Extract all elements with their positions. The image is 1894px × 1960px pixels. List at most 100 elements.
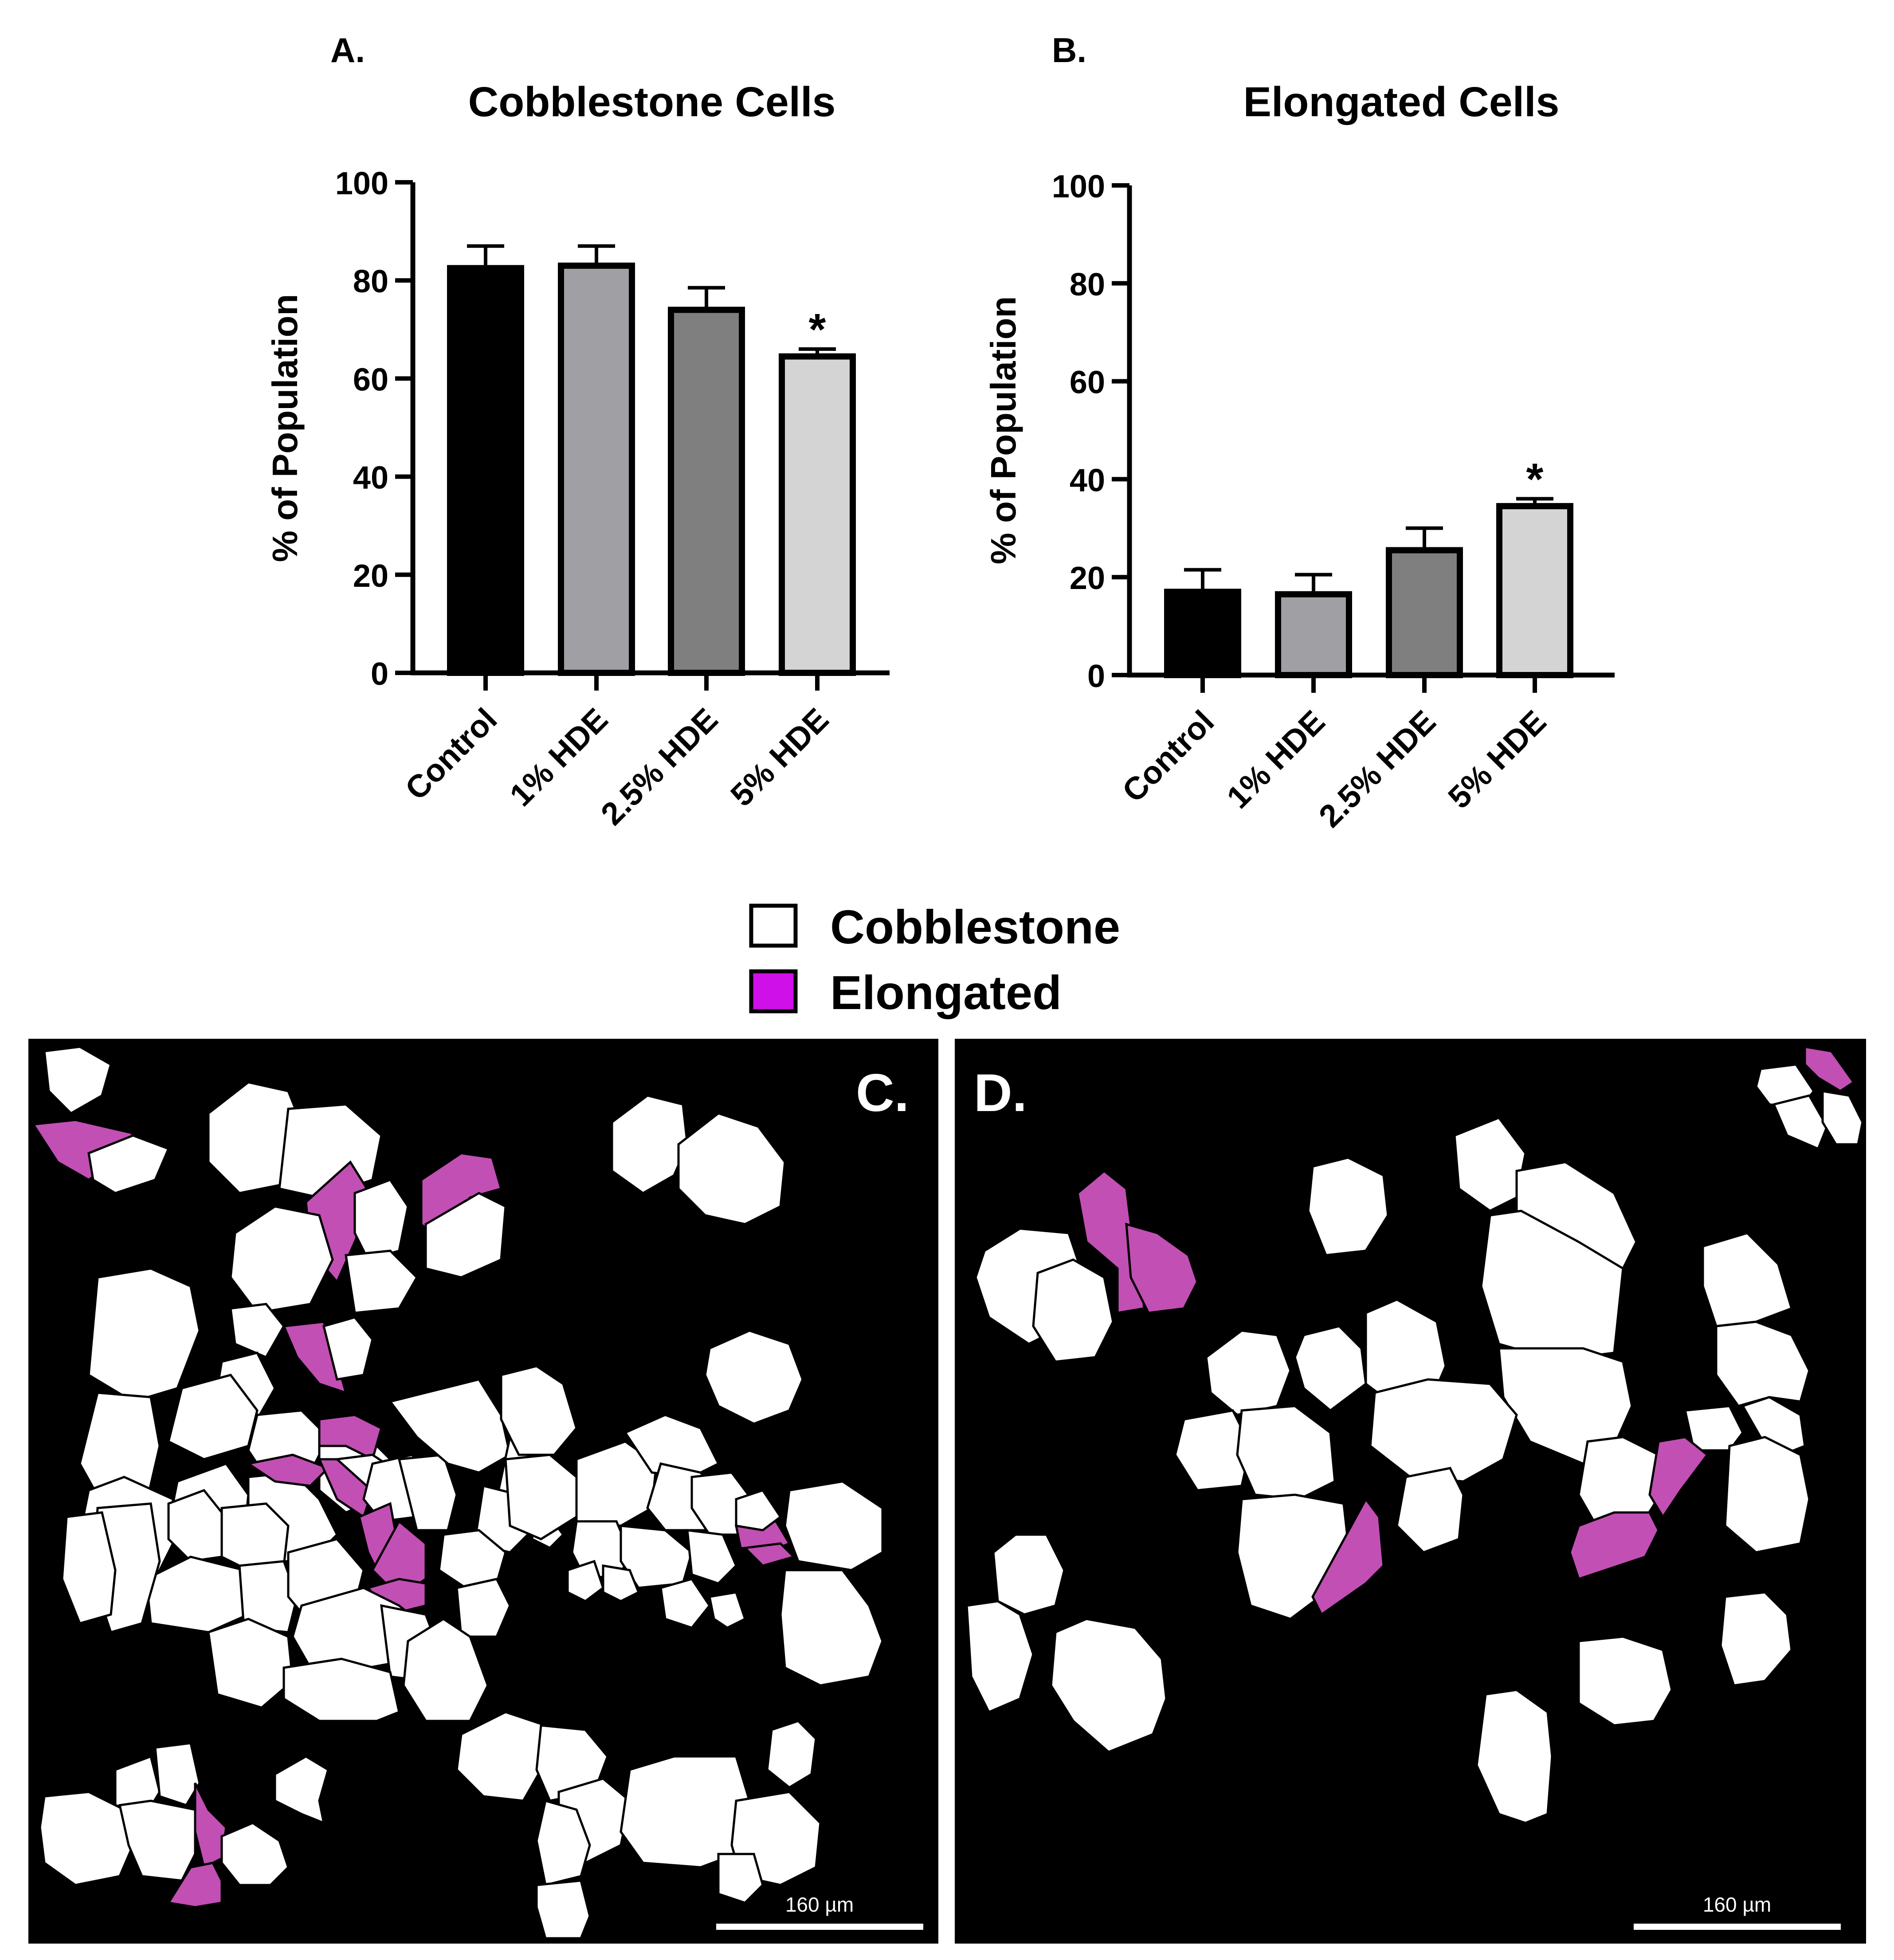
cell xyxy=(602,1564,640,1603)
cell xyxy=(229,1205,334,1314)
cell xyxy=(220,1822,290,1886)
y-tick-label: 20 xyxy=(1070,561,1105,596)
x-tick-label: 2.5% HDE xyxy=(594,702,725,832)
y-tick-label: 80 xyxy=(353,264,388,299)
cell xyxy=(623,1414,720,1478)
panel-c-scale-label: 160 µm xyxy=(785,1893,854,1916)
legend-label-cobblestone: Cobblestone xyxy=(830,900,1120,954)
chart-b-yticks: 0 20 40 60 80 100 xyxy=(1052,169,1129,694)
cell xyxy=(154,1742,201,1807)
cell xyxy=(455,1578,511,1638)
bar xyxy=(779,353,856,676)
cell xyxy=(535,1799,591,1887)
cell xyxy=(1032,1258,1114,1363)
y-tick-label: 40 xyxy=(353,460,388,496)
bar xyxy=(1496,503,1573,678)
y-tick-label: 60 xyxy=(353,362,388,397)
cell-elongated xyxy=(1125,1222,1199,1314)
panel-a: A. Cobblestone Cells % of Population 0 20… xyxy=(265,31,890,832)
cell xyxy=(1396,1467,1465,1554)
cell xyxy=(1174,1409,1252,1492)
cell xyxy=(1702,1232,1793,1328)
cell xyxy=(402,1618,489,1722)
cell xyxy=(87,1267,201,1403)
significance-marker: * xyxy=(1526,455,1544,504)
x-tick-label: 5% HDE xyxy=(724,702,836,813)
panel-d: D. 160 µm xyxy=(955,1039,1866,1944)
panel-d-scale-label: 160 µm xyxy=(1703,1893,1771,1916)
cell xyxy=(1772,1094,1828,1151)
chart-a-title: Cobblestone Cells xyxy=(468,79,836,126)
panel-c-cells xyxy=(31,1045,884,1940)
panel-b: B. Elongated Cells % of Population 0 20 40… xyxy=(984,31,1615,834)
cell-elongated xyxy=(1569,1511,1660,1581)
cell xyxy=(1236,1405,1336,1500)
cell xyxy=(1050,1618,1168,1753)
cell xyxy=(1205,1329,1292,1416)
cell xyxy=(500,1365,578,1456)
cell xyxy=(1294,1325,1367,1412)
cell xyxy=(784,1480,884,1571)
y-tick-label: 0 xyxy=(1087,659,1105,694)
y-tick-label: 0 xyxy=(371,656,388,692)
cell xyxy=(424,1192,507,1279)
cell xyxy=(620,1755,751,1869)
cell-elongated xyxy=(245,1453,330,1487)
cell xyxy=(39,1791,134,1886)
cell xyxy=(766,1720,817,1789)
cell xyxy=(686,1529,737,1585)
chart-b-ylabel: % of Population xyxy=(984,296,1023,564)
cell xyxy=(1715,1320,1811,1407)
x-tick-label: 1% HDE xyxy=(1220,704,1332,816)
chart-a-yticks: 0 20 40 60 80 100 xyxy=(335,166,413,692)
cell-elongated xyxy=(1648,1436,1709,1519)
cell xyxy=(282,1658,400,1722)
cell xyxy=(274,1755,329,1825)
x-tick-label: Control xyxy=(399,702,504,807)
cell xyxy=(1719,1591,1793,1687)
cell xyxy=(677,1112,786,1225)
significance-marker: * xyxy=(809,305,826,354)
panel-d-cells xyxy=(965,1045,1864,1824)
y-tick-label: 100 xyxy=(1052,169,1105,204)
cell xyxy=(992,1533,1066,1616)
bar xyxy=(1275,591,1352,678)
cell xyxy=(87,1134,170,1194)
x-tick-label: Control xyxy=(1116,704,1221,809)
y-tick-label: 100 xyxy=(335,166,388,201)
cell xyxy=(353,1178,409,1261)
cell xyxy=(735,1489,782,1532)
cell xyxy=(965,1600,1035,1714)
cell-elongated xyxy=(166,1862,223,1909)
x-tick-label: 5% HDE xyxy=(1442,704,1553,816)
cell xyxy=(779,1569,884,1687)
cell xyxy=(455,1711,547,1802)
cell xyxy=(345,1249,419,1314)
cell xyxy=(1307,1156,1389,1257)
cell xyxy=(1369,1378,1518,1483)
chart-a-ylabel: % of Population xyxy=(265,294,305,562)
cell xyxy=(659,1578,711,1629)
cell xyxy=(238,1560,298,1634)
panel-d-letter: D. xyxy=(974,1063,1027,1123)
legend: Cobblestone Elongated xyxy=(749,900,1120,1019)
bar xyxy=(668,306,745,676)
y-tick-label: 60 xyxy=(1070,365,1105,401)
y-tick-label: 80 xyxy=(1070,267,1105,302)
bar xyxy=(558,263,635,676)
bar xyxy=(447,265,524,676)
cell xyxy=(708,1591,747,1629)
panel-a-letter: A. xyxy=(330,31,365,70)
cell xyxy=(1498,1347,1633,1465)
cell-elongated xyxy=(742,1542,796,1567)
y-tick-label: 40 xyxy=(1070,463,1105,498)
cell xyxy=(1577,1635,1673,1727)
cell-elongated xyxy=(1804,1045,1855,1092)
chart-b-title: Elongated Cells xyxy=(1243,79,1560,126)
cell-elongated xyxy=(1311,1497,1385,1616)
cell xyxy=(1475,1689,1553,1824)
panel-c-letter: C. xyxy=(856,1063,909,1123)
x-tick-label: 1% HDE xyxy=(503,702,615,813)
